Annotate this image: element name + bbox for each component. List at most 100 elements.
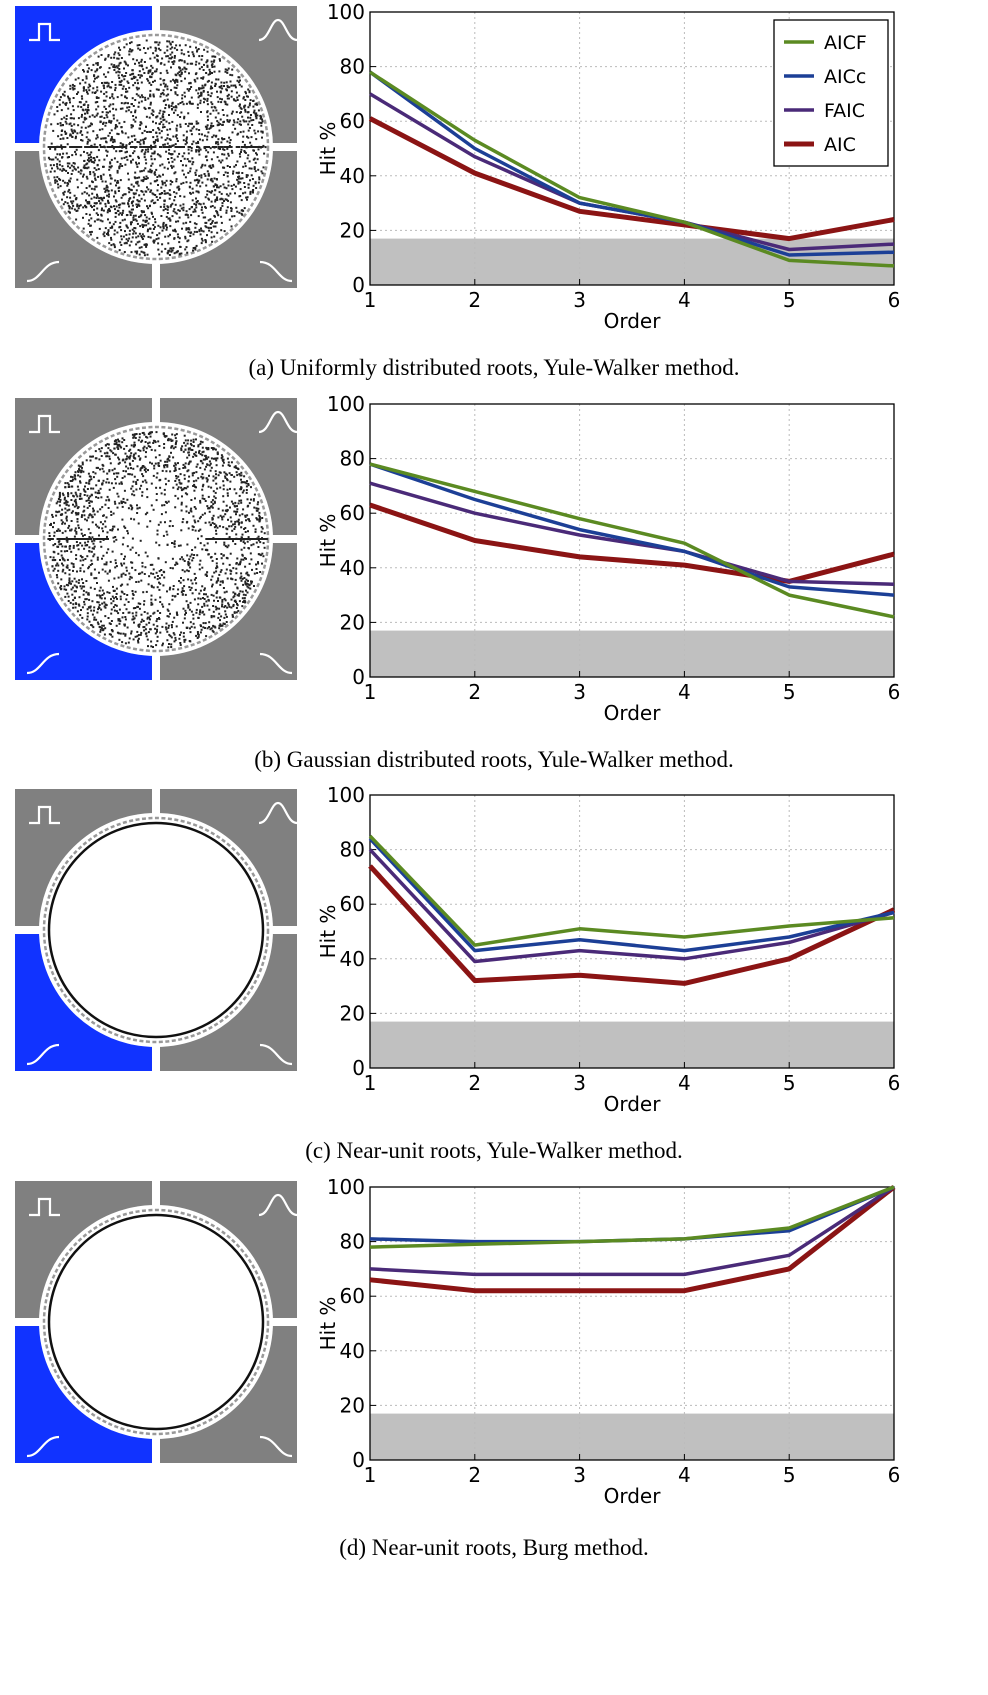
lowpass-shape-icon — [29, 805, 60, 825]
unit-circle — [42, 816, 270, 1044]
y-tick-label: 60 — [340, 1284, 365, 1308]
y-tick-label: 40 — [340, 556, 365, 580]
series-line-aic — [369, 502, 895, 584]
x-axis-label: Order — [604, 1092, 662, 1116]
x-tick-label: 6 — [888, 288, 901, 312]
x-tick-label: 3 — [573, 1071, 586, 1095]
y-axis-label: Hit % — [318, 122, 340, 176]
y-tick-label: 0 — [352, 1448, 365, 1472]
bell-shape-icon — [258, 18, 298, 42]
series-line-aicc — [368, 837, 895, 953]
x-tick-label: 5 — [783, 288, 796, 312]
series-line-aic — [368, 116, 895, 242]
x-tick-label: 1 — [364, 288, 377, 312]
falling-shape-icon — [259, 652, 293, 675]
y-tick-label: 80 — [340, 1230, 365, 1254]
y-tick-label: 60 — [340, 501, 365, 525]
x-tick-label: 3 — [573, 1463, 586, 1487]
x-tick-label: 6 — [888, 1463, 901, 1487]
root-scatter — [47, 431, 268, 649]
near-unit-roots-ring — [47, 1213, 265, 1431]
root-scatter — [47, 39, 267, 257]
bell-shape-icon — [258, 801, 298, 825]
x-tick-label: 2 — [468, 288, 481, 312]
pole-zero-diagram — [15, 398, 298, 680]
y-tick-label: 100 — [327, 1175, 365, 1199]
panel-a: 0 20 40 60 80 100 1 2 3 4 5 6 Order Hit % AICF AICc FAIC… — [0, 0, 988, 390]
plot-frame — [369, 794, 895, 1069]
y-tick-label: 40 — [340, 164, 365, 188]
x-tick-label: 2 — [468, 1071, 481, 1095]
y-tick-label: 100 — [327, 0, 365, 24]
series-line-aic — [368, 864, 896, 986]
x-tick-label: 5 — [783, 1463, 796, 1487]
series-line-aicc — [368, 70, 895, 257]
rising-shape-icon — [26, 1043, 60, 1066]
x-axis-label: Order — [604, 1484, 662, 1508]
falling-shape-icon — [259, 1435, 293, 1458]
x-tick-label: 3 — [573, 288, 586, 312]
panel-c: 0 20 40 60 80 100 1 2 3 4 5 6 Order Hit % (c) Near-un… — [0, 783, 988, 1173]
plot-frame — [369, 1186, 895, 1461]
series-line-aicf — [369, 1185, 895, 1249]
unit-disc — [39, 1205, 273, 1439]
line-chart: 0 20 40 60 80 100 1 2 3 4 5 6 Order Hit % — [318, 392, 901, 725]
y-axis-label: Hit % — [318, 905, 340, 959]
series-line-aicf — [369, 462, 895, 619]
series-line-aicc — [369, 1185, 895, 1244]
panel-b: 0 20 40 60 80 100 1 2 3 4 5 6 Order Hit % (b) Gaussia… — [0, 392, 988, 782]
series-line-faic — [369, 481, 895, 586]
series-line-aicc — [369, 462, 895, 597]
series-line-aicf — [368, 834, 895, 947]
rising-shape-icon — [26, 1435, 60, 1458]
pole-zero-diagram — [15, 6, 298, 288]
bell-shape-icon — [258, 1193, 298, 1217]
line-chart: 0 20 40 60 80 100 1 2 3 4 5 6 Order Hit % AICF AICc FAIC… — [318, 0, 901, 333]
pole-zero-diagram — [15, 1181, 298, 1463]
y-tick-label: 0 — [352, 273, 365, 297]
rising-shape-icon — [26, 260, 60, 283]
x-tick-label: 1 — [364, 1071, 377, 1095]
y-axis-label: Hit % — [318, 514, 340, 568]
y-tick-label: 20 — [340, 218, 365, 242]
legend-label-aic: AIC — [824, 134, 856, 156]
series-line-aicf — [369, 70, 895, 268]
y-tick-label: 40 — [340, 1339, 365, 1363]
x-tick-label: 4 — [678, 680, 691, 704]
y-tick-label: 80 — [340, 55, 365, 79]
unit-circle — [42, 33, 270, 261]
x-tick-label: 6 — [888, 680, 901, 704]
figure-caption: (d) Near-unit roots, Burg method. — [339, 1535, 649, 1560]
x-tick-label: 5 — [783, 680, 796, 704]
x-tick-label: 2 — [468, 680, 481, 704]
lowpass-shape-icon — [29, 414, 60, 434]
y-tick-label: 20 — [340, 610, 365, 634]
lowpass-shape-icon — [29, 1197, 60, 1217]
series-line-aic — [369, 1185, 896, 1294]
y-tick-label: 80 — [340, 447, 365, 471]
x-tick-label: 1 — [364, 680, 377, 704]
unit-disc — [39, 422, 273, 656]
near-unit-roots-ring — [47, 821, 265, 1039]
y-tick-label: 100 — [327, 783, 365, 807]
x-axis-label: Order — [604, 701, 662, 725]
figure-caption: (a) Uniformly distributed roots, Yule-Wa… — [248, 355, 740, 380]
y-tick-label: 80 — [340, 838, 365, 862]
panel-d: 0 20 40 60 80 100 1 2 3 4 5 6 Order Hit % (d) Near-un… — [0, 1175, 988, 1575]
y-tick-label: 20 — [340, 1393, 365, 1417]
pole-zero-diagram — [15, 789, 298, 1071]
chance-level-band — [370, 1413, 894, 1460]
series-line-faic — [369, 1185, 895, 1277]
y-tick-label: 100 — [327, 392, 365, 416]
x-tick-label: 1 — [364, 1463, 377, 1487]
x-tick-label: 3 — [573, 680, 586, 704]
falling-shape-icon — [259, 260, 293, 283]
legend-label-aicf: AICF — [824, 32, 867, 54]
unit-disc — [39, 813, 273, 1047]
figure-caption: (b) Gaussian distributed roots, Yule-Wal… — [254, 747, 734, 772]
unit-circle — [42, 425, 270, 653]
legend-label-aicc: AICc — [824, 66, 866, 88]
line-chart: 0 20 40 60 80 100 1 2 3 4 5 6 Order Hit % — [318, 1175, 901, 1508]
chance-level-band — [370, 1021, 894, 1068]
plot-frame — [369, 403, 895, 678]
